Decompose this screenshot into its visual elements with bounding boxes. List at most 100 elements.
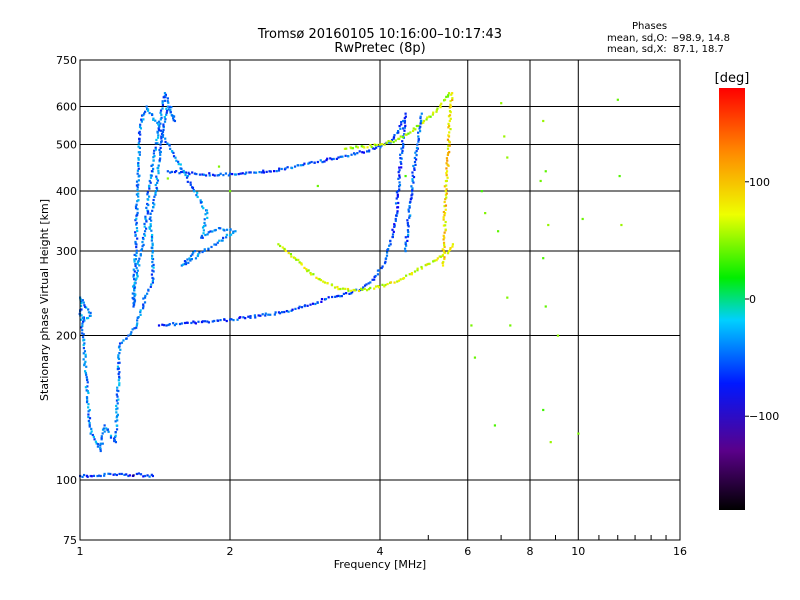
data-point <box>412 164 415 168</box>
data-point <box>334 295 337 298</box>
data-point <box>151 254 154 257</box>
data-point <box>202 224 206 228</box>
data-point <box>393 281 396 284</box>
data-point <box>394 217 397 221</box>
data-point <box>102 427 106 430</box>
data-point <box>413 270 417 273</box>
data-point <box>616 98 619 101</box>
data-point <box>350 292 353 295</box>
data-point <box>86 381 89 384</box>
data-point <box>80 308 83 311</box>
data-point <box>81 316 84 320</box>
data-point <box>219 172 222 175</box>
data-point <box>146 108 150 111</box>
data-point <box>146 109 150 112</box>
data-point <box>105 427 108 430</box>
data-point <box>228 172 232 175</box>
data-point <box>113 439 117 442</box>
data-point <box>158 148 161 152</box>
data-point <box>394 219 397 222</box>
data-point <box>448 150 451 154</box>
data-point <box>193 321 196 324</box>
data-point <box>343 147 347 150</box>
data-point <box>188 173 191 176</box>
data-point <box>88 425 91 428</box>
data-point <box>389 243 392 246</box>
data-point <box>217 173 221 177</box>
data-point <box>406 219 409 222</box>
data-point <box>197 253 200 256</box>
data-point <box>419 122 422 125</box>
data-point <box>118 361 121 364</box>
data-point <box>420 122 423 125</box>
data-point <box>84 360 87 363</box>
data-point <box>156 131 159 134</box>
data-point <box>493 424 497 427</box>
data-point <box>306 304 309 307</box>
data-point <box>338 295 342 298</box>
data-point <box>280 311 284 314</box>
data-point <box>444 193 448 196</box>
y-tick-label: 300 <box>56 245 77 258</box>
data-point <box>189 181 192 184</box>
data-point <box>618 174 621 178</box>
data-point <box>213 319 216 323</box>
data-point <box>99 446 102 450</box>
data-point <box>155 186 158 190</box>
data-point <box>317 277 320 281</box>
data-point <box>446 176 449 179</box>
data-point <box>484 212 487 215</box>
data-point <box>314 302 317 306</box>
data-point <box>217 165 221 168</box>
data-point <box>157 128 161 131</box>
data-point <box>420 267 424 270</box>
data-point <box>438 255 441 258</box>
data-point <box>411 129 415 133</box>
data-point <box>417 135 420 138</box>
data-point <box>395 197 398 200</box>
data-point <box>125 337 128 340</box>
data-point <box>137 164 140 168</box>
data-point <box>143 296 147 299</box>
data-point <box>303 266 306 269</box>
data-point <box>309 303 312 306</box>
data-point <box>183 260 187 263</box>
data-point <box>113 473 117 476</box>
data-point <box>442 238 445 241</box>
data-point <box>396 212 399 215</box>
data-point <box>140 118 143 121</box>
data-point <box>396 193 399 196</box>
data-point <box>117 389 120 393</box>
data-point <box>80 314 83 317</box>
data-point <box>137 179 140 182</box>
data-point <box>148 227 151 230</box>
data-point <box>143 225 146 228</box>
data-point <box>400 120 403 124</box>
data-point <box>315 276 318 279</box>
data-point <box>407 210 410 213</box>
data-point <box>133 294 136 298</box>
data-point <box>163 120 167 123</box>
data-point <box>402 119 405 123</box>
data-point <box>544 170 547 173</box>
data-point <box>89 474 92 478</box>
data-point <box>411 179 414 183</box>
data-point <box>503 135 506 138</box>
data-point <box>359 287 363 290</box>
data-point <box>350 147 353 150</box>
data-point <box>539 179 542 183</box>
data-point <box>204 174 208 177</box>
data-point <box>227 174 230 177</box>
data-point <box>396 130 400 133</box>
data-point <box>115 393 118 396</box>
data-point <box>117 372 120 376</box>
data-point <box>172 322 175 325</box>
data-point <box>547 223 550 227</box>
data-point <box>395 191 399 194</box>
data-point <box>415 158 418 161</box>
data-point <box>182 263 185 266</box>
data-point <box>159 146 162 150</box>
data-point <box>441 248 444 251</box>
data-point <box>148 179 151 183</box>
data-point <box>217 227 221 230</box>
